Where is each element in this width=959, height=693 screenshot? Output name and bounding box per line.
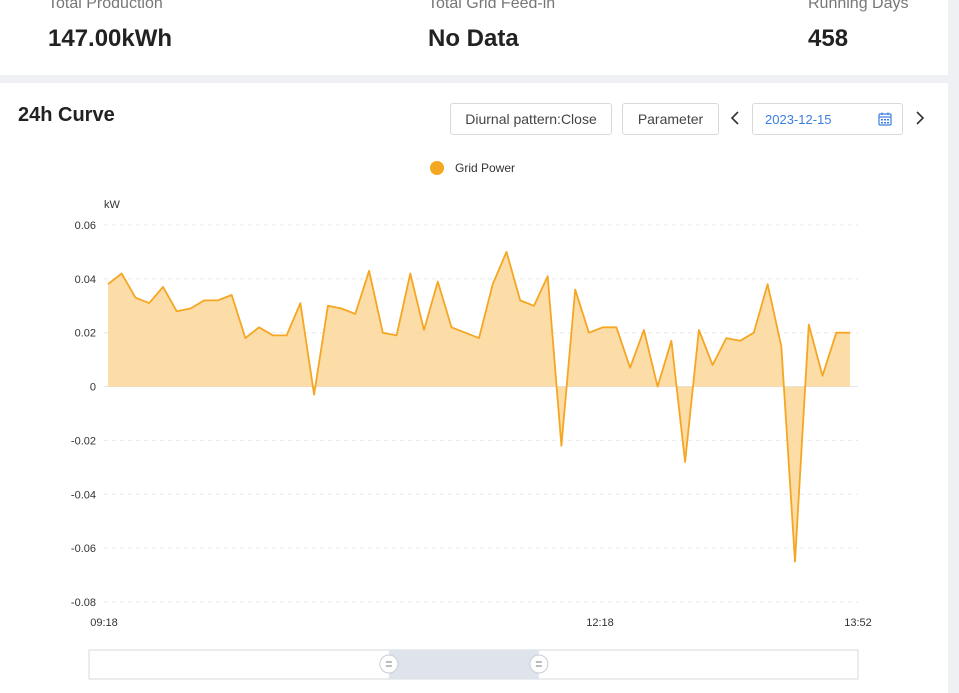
chart-legend[interactable]: Grid Power (430, 161, 515, 175)
stat-value: No Data (428, 25, 519, 52)
y-tick-label: -0.04 (71, 489, 96, 501)
zoom-handle-left[interactable] (379, 654, 399, 674)
zoom-handle-right[interactable] (529, 654, 549, 674)
stat-label: Total Production (48, 0, 163, 12)
page-edge (948, 83, 959, 681)
y-tick-label: 0 (90, 382, 96, 394)
zoom-window[interactable] (388, 650, 539, 679)
stat-value: 147.00kWh (48, 25, 173, 52)
series-line-grid-power (107, 250, 850, 563)
parameter-button[interactable]: Parameter (622, 103, 719, 135)
chevron-left-icon[interactable] (729, 108, 741, 132)
legend-marker (430, 161, 444, 175)
y-tick-label: -0.08 (71, 597, 96, 609)
chevron-right-icon[interactable] (914, 108, 926, 132)
stat-running-days: Running Days 458 (808, 0, 909, 54)
x-tick-label: 09:18 (90, 617, 118, 629)
diurnal-pattern-button[interactable]: Diurnal pattern:Close (450, 103, 612, 135)
x-tick-label: 12:18 (586, 617, 614, 629)
stat-total-grid-feed-in: Total Grid Feed-in No Data (428, 0, 555, 54)
date-picker[interactable]: 2023-12-15 (752, 103, 903, 135)
legend-label-grid-power: Grid Power (455, 161, 515, 175)
y-tick-label: 0.02 (75, 328, 96, 340)
stats-card: Total Production 147.00kWh Total Grid Fe… (0, 0, 948, 75)
calendar-icon (878, 112, 892, 131)
y-tick-label: 0.04 (75, 274, 96, 286)
y-axis-unit: kW (104, 199, 121, 211)
y-tick-label: 0.06 (75, 220, 96, 232)
y-tick-label: -0.06 (71, 543, 96, 555)
stat-label: Running Days (808, 0, 909, 12)
stat-label: Total Grid Feed-in (428, 0, 556, 12)
stat-total-production: Total Production 147.00kWh (48, 0, 172, 54)
series-area (107, 250, 850, 563)
series-area-fill (108, 251, 850, 562)
grid-power-chart: Grid Power kW 0.06 0.04 0.02 0 -0.02 -0.04 -0.… (71, 161, 872, 680)
x-tick-label: 13:52 (844, 617, 872, 629)
card-title: 24h Curve (18, 104, 115, 126)
date-text: 2023-12-15 (765, 112, 832, 127)
y-axis-labels: 0.06 0.04 0.02 0 -0.02 -0.04 -0.06 -0.08 (71, 220, 96, 609)
stat-value: 458 (808, 25, 849, 52)
zoom-slider[interactable] (88, 649, 859, 680)
chart-grid (104, 224, 858, 603)
x-axis-labels: 09:18 12:18 13:52 (90, 617, 872, 629)
y-tick-label: -0.02 (71, 435, 96, 447)
